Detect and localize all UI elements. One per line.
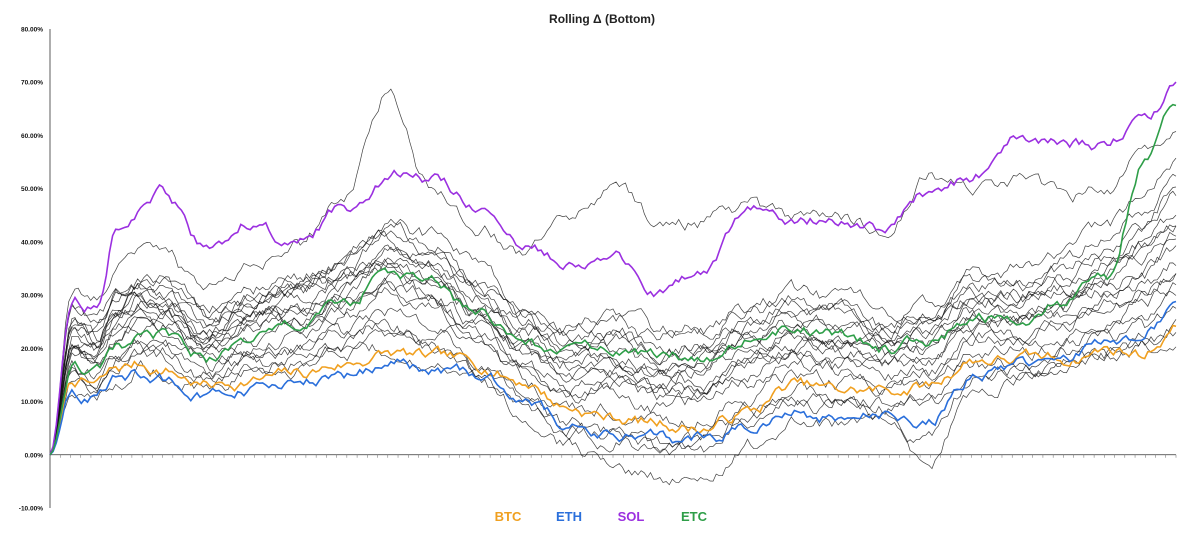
y-tick-label: 10.00% [21,399,43,406]
y-tick-label: 70.00% [21,80,43,87]
series-line-sol [50,82,1176,455]
series-line-other-05 [50,174,1176,455]
legend-item-sol[interactable]: SOL [618,509,645,524]
series-line-other-10 [50,239,1176,455]
series-line-etc [50,105,1176,455]
series-line-other-09 [50,187,1176,455]
y-tick-label: 60.00% [21,133,43,140]
y-axis: -10.00% 0.00% 10.00% 20.00% 30.00% 40.00% 50.0… [19,27,50,513]
background-series-group [50,89,1176,485]
series-line-other-16 [50,158,1176,455]
series-line-other-08 [50,306,1176,454]
y-tick-label: 0.00% [25,452,44,459]
legend-item-etc[interactable]: ETC [681,509,708,524]
y-tick-label: 80.00% [21,27,43,34]
chart-title: Rolling Δ (Bottom) [549,12,655,26]
y-tick-label: 40.00% [21,239,43,246]
highlighted-series-group [50,82,1176,455]
chart-legend: BTC ETH SOL ETC [495,509,708,524]
y-tick-label: 50.00% [21,186,43,193]
series-line-other-18 [50,273,1176,455]
legend-item-btc[interactable]: BTC [495,509,522,524]
x-axis [50,455,1176,458]
y-tick-label: 20.00% [21,346,43,353]
chart-container: Rolling Δ (Bottom) -10.00% 0.00% 10.00% 20.… [0,0,1200,538]
y-tick-label: -10.00% [19,506,43,513]
y-tick-label: 30.00% [21,293,43,300]
series-line-other-17 [50,246,1176,455]
line-chart: Rolling Δ (Bottom) -10.00% 0.00% 10.00% 20.… [0,0,1200,538]
legend-item-eth[interactable]: ETH [556,509,582,524]
series-line-other-15 [50,319,1176,469]
